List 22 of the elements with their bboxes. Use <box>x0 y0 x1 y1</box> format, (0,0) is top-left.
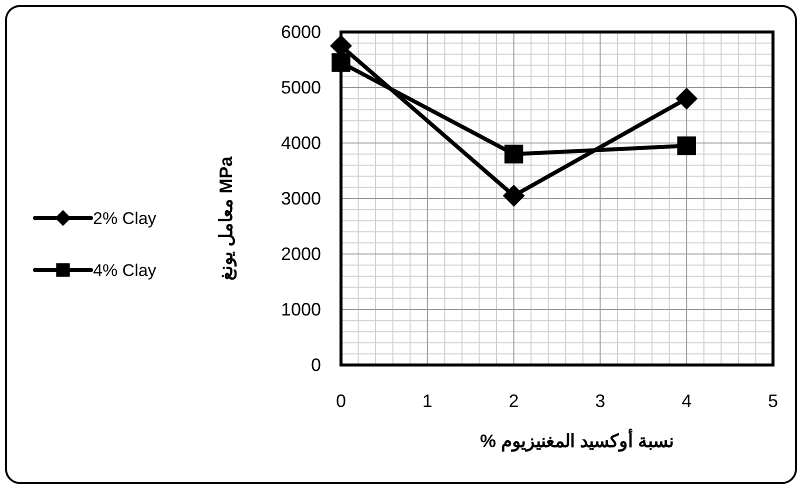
y-tick-label: 6000 <box>280 22 321 42</box>
x-tick-label: 0 <box>336 391 346 411</box>
x-tick-label: 3 <box>595 391 606 411</box>
y-axis-title: معامل يونغ MPa <box>216 156 237 281</box>
x-tick-label: 2 <box>508 391 519 411</box>
legend-label: 2% Clay <box>93 209 157 228</box>
y-tick-label: 1000 <box>280 300 321 320</box>
x-tick-label: 4 <box>682 391 692 411</box>
point <box>504 144 524 164</box>
x-tick-label: 5 <box>768 391 778 411</box>
y-tick-label: 2000 <box>280 244 321 264</box>
point <box>677 136 696 156</box>
x-axis-title: نسبة أوكسيد المغنيزيوم % <box>480 429 674 452</box>
x-tick-label: 1 <box>422 391 432 411</box>
y-tick-label: 0 <box>310 355 321 375</box>
point <box>332 53 350 72</box>
point <box>676 88 698 110</box>
point <box>502 184 525 207</box>
y-tick-label: 5000 <box>280 78 321 98</box>
y-tick-label: 3000 <box>280 188 321 208</box>
legend-label: 4% Clay <box>93 261 157 280</box>
y-tick-label: 4000 <box>280 133 321 153</box>
